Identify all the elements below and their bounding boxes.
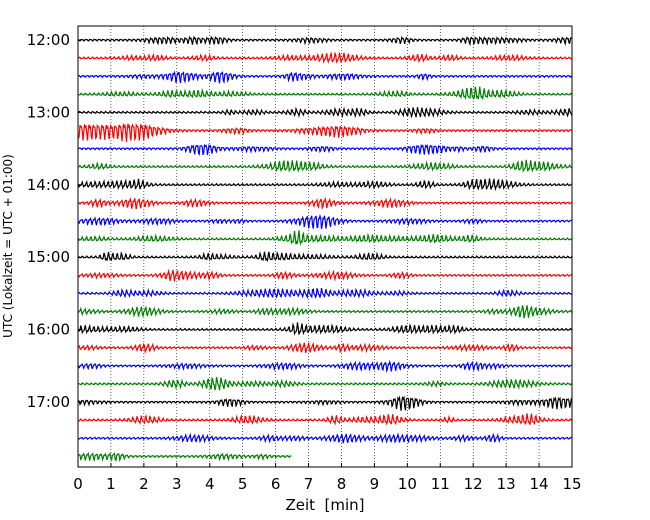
y-axis: 12:00 13:00 14:00 15:00 16:00 17:00 — [27, 31, 82, 411]
seismogram-trace — [78, 376, 573, 391]
seismogram-trace — [78, 413, 573, 426]
x-tick-label: 14 — [530, 475, 549, 493]
seismogram-trace — [78, 451, 292, 463]
seismogram-trace — [77, 123, 573, 143]
x-tick-label: 12 — [464, 475, 483, 493]
x-tick-label: 3 — [172, 475, 182, 493]
seismogram-trace — [77, 359, 573, 374]
x-tick-label: 8 — [337, 475, 347, 493]
x-tick-label: 13 — [497, 475, 516, 493]
x-tick-label: 5 — [238, 475, 248, 493]
y-tick-label: 12:00 — [27, 31, 70, 49]
seismogram-trace — [77, 178, 573, 192]
seismogram-trace — [78, 51, 573, 65]
seismogram-trace — [78, 35, 573, 47]
seismogram-trace — [78, 322, 573, 336]
y-axis-label: UTC (Lokalzeit = UTC + 01:00) — [1, 154, 15, 338]
seismogram-trace — [77, 230, 573, 247]
y-tick-label: 17:00 — [27, 393, 70, 411]
seismogram-trace — [78, 143, 573, 156]
x-tick-label: 0 — [73, 475, 83, 493]
seismogram-trace — [77, 305, 573, 319]
x-tick-label: 4 — [205, 475, 215, 493]
seismogram-trace — [78, 287, 573, 300]
seismogram-trace — [78, 342, 573, 354]
x-tick-label: 2 — [139, 475, 149, 493]
plot-frame — [77, 25, 573, 468]
seismogram-trace — [78, 86, 573, 101]
seismogram-trace — [77, 250, 573, 263]
trace-group — [77, 35, 573, 463]
x-axis: 0 1 2 3 4 5 6 7 8 9 10 11 12 13 14 15 — [73, 463, 582, 493]
y-tick-label: 16:00 — [27, 321, 70, 339]
y-tick-label: 13:00 — [27, 103, 70, 121]
seismogram-trace — [78, 70, 573, 84]
x-tick-label: 1 — [106, 475, 116, 493]
seismogram-trace — [78, 395, 573, 411]
y-tick-label: 14:00 — [27, 176, 70, 194]
y-tick-label: 15:00 — [27, 248, 70, 266]
x-tick-label: 11 — [431, 475, 450, 493]
x-axis-label: Zeit [min] — [285, 496, 364, 514]
x-tick-label: 6 — [271, 475, 281, 493]
seismogram-trace — [78, 159, 573, 173]
seismogram-trace — [78, 196, 573, 210]
seismogram-trace — [77, 268, 573, 282]
x-tick-label: 9 — [370, 475, 380, 493]
seismogram-trace — [77, 106, 573, 119]
x-tick-label: 7 — [304, 475, 314, 493]
x-tick-label: 10 — [398, 475, 417, 493]
seismogram-trace — [78, 432, 573, 445]
x-tick-label: 15 — [562, 475, 581, 493]
seismogram-trace — [78, 213, 573, 229]
